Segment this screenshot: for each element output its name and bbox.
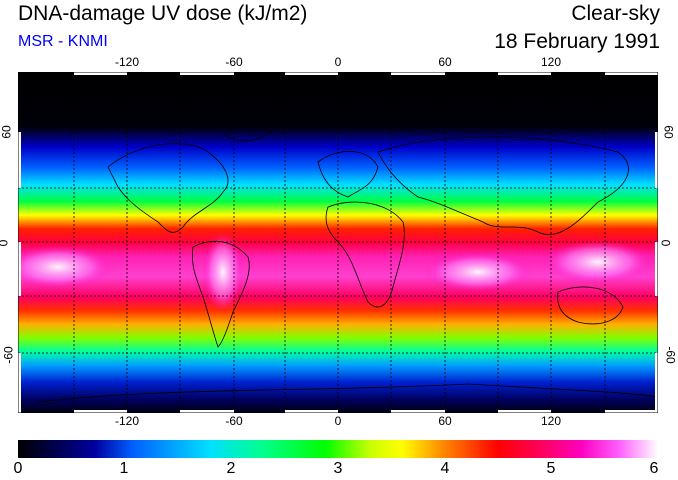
frame-ticks (18, 72, 658, 413)
lat-tick-left: 60 (0, 125, 14, 139)
lon-tick-bottom: 0 (334, 414, 342, 428)
lat-tick-right: 60 (661, 125, 676, 139)
lat-tick-left: -60 (1, 346, 16, 364)
uv-dose-map (18, 72, 658, 413)
high-dose-area (203, 232, 243, 312)
lat-tick-left: 0 (0, 240, 10, 247)
color-scale-label: 6 (649, 460, 659, 477)
color-scale-label: 2 (226, 460, 236, 477)
lon-tick-top: 60 (438, 55, 452, 69)
sky-condition-label: Clear-sky (571, 2, 660, 25)
color-scale-label: 3 (333, 460, 343, 477)
graticule (18, 72, 658, 413)
lon-tick-bottom: -60 (225, 414, 243, 428)
lon-tick-top: -120 (114, 55, 140, 69)
lat-tick-right: -60 (663, 346, 678, 364)
map-title: DNA-damage UV dose (kJ/m2) (18, 2, 308, 25)
lon-tick-top: -60 (225, 55, 243, 69)
high-dose-area (543, 240, 653, 284)
color-scale-label: 4 (440, 460, 450, 477)
lon-tick-top: 0 (334, 55, 342, 69)
high-dose-area (18, 245, 113, 289)
high-dose-area (423, 252, 533, 292)
lon-tick-top: 120 (540, 55, 562, 69)
color-scale-label: 0 (13, 460, 23, 477)
lat-tick-right: 0 (658, 239, 673, 247)
color-scale-bar (18, 440, 658, 458)
source-label: MSR - KNMI (18, 33, 108, 50)
lon-tick-bottom: 120 (540, 414, 562, 428)
lon-tick-bottom: 60 (438, 414, 452, 428)
lon-tick-bottom: -120 (114, 414, 140, 428)
color-scale-label: 5 (546, 460, 556, 477)
date-label: 18 February 1991 (494, 30, 660, 53)
color-scale-label: 1 (119, 460, 129, 477)
